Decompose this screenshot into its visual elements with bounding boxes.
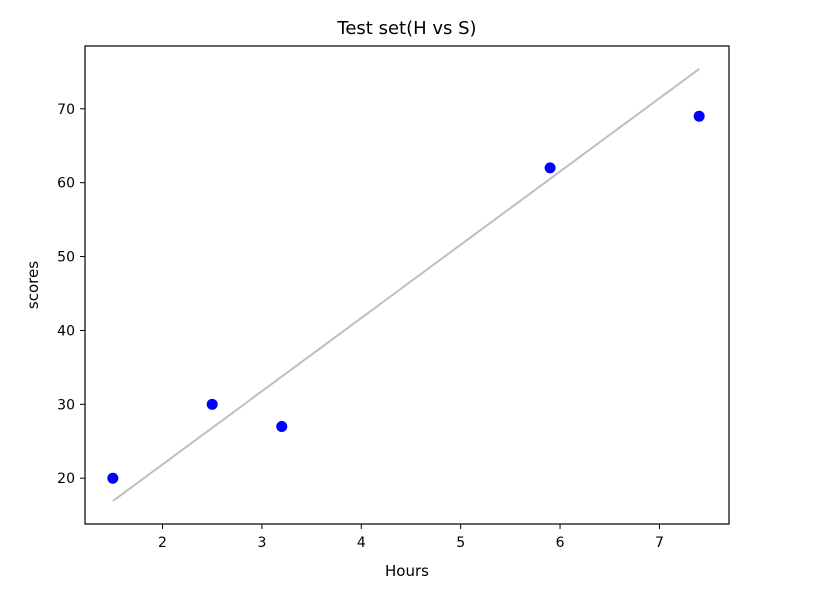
- y-axis-label: scores: [24, 261, 42, 309]
- x-tick-label: 5: [456, 535, 465, 551]
- y-tick-label: 50: [57, 250, 75, 266]
- plot-area: [107, 68, 705, 502]
- x-tick-label: 6: [556, 535, 565, 551]
- y-tick-label: 40: [57, 323, 75, 339]
- x-tick-label: 3: [257, 535, 266, 551]
- y-tick-label: 20: [57, 471, 75, 487]
- y-tick-label: 30: [57, 397, 75, 413]
- data-point: [544, 162, 556, 174]
- y-tick-label: 70: [57, 102, 75, 118]
- x-axis: 2 3 4 5 6 7: [158, 524, 664, 551]
- data-point: [693, 110, 705, 122]
- axes-frame: [84, 45, 730, 525]
- x-axis-label: Hours: [385, 562, 429, 580]
- x-tick-label: 4: [357, 535, 366, 551]
- x-tick-label: 2: [158, 535, 167, 551]
- chart-title: Test set(H vs S): [336, 18, 476, 39]
- data-point: [107, 472, 119, 484]
- data-point: [206, 398, 218, 410]
- y-axis: 20 30 40 50 60 70: [57, 102, 85, 487]
- y-tick-label: 60: [57, 176, 75, 192]
- x-tick-label: 7: [655, 535, 664, 551]
- data-point: [276, 420, 288, 432]
- regression-line: [112, 68, 700, 502]
